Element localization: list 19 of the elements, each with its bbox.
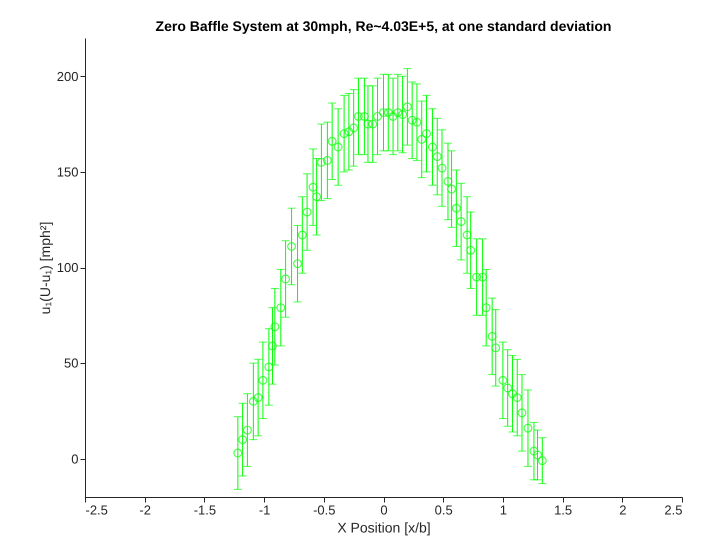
x-axis-title: X Position [x/b] [337, 520, 431, 536]
chart-title: Zero Baffle System at 30mph, Re~4.03E+5, at one standard deviation [156, 18, 612, 34]
y-tick-label: 150 [56, 164, 78, 180]
x-tick-label: -2.5 [86, 502, 108, 518]
x-tick-label: -1 [258, 502, 270, 518]
y-tick-label: 0 [71, 451, 78, 466]
y-axis-title: u₁(U-u₁) [mph²] [36, 222, 53, 314]
x-tick-label: 1 [500, 502, 508, 518]
x-tick-label: -1.5 [194, 502, 216, 518]
x-tick-label: -0.5 [313, 502, 336, 518]
x-tick-label: -2 [139, 502, 151, 518]
x-tick-label: 2.5 [664, 502, 682, 518]
x-tick-label: 2 [619, 502, 626, 518]
y-tick-label: 200 [56, 68, 78, 84]
y-tick-label: 100 [56, 260, 78, 275]
x-tick-label: 1.5 [554, 502, 572, 518]
x-tick-label: 0.5 [434, 502, 453, 518]
y-tick-label: 50 [64, 356, 78, 371]
x-tick-label: 0 [380, 502, 388, 518]
